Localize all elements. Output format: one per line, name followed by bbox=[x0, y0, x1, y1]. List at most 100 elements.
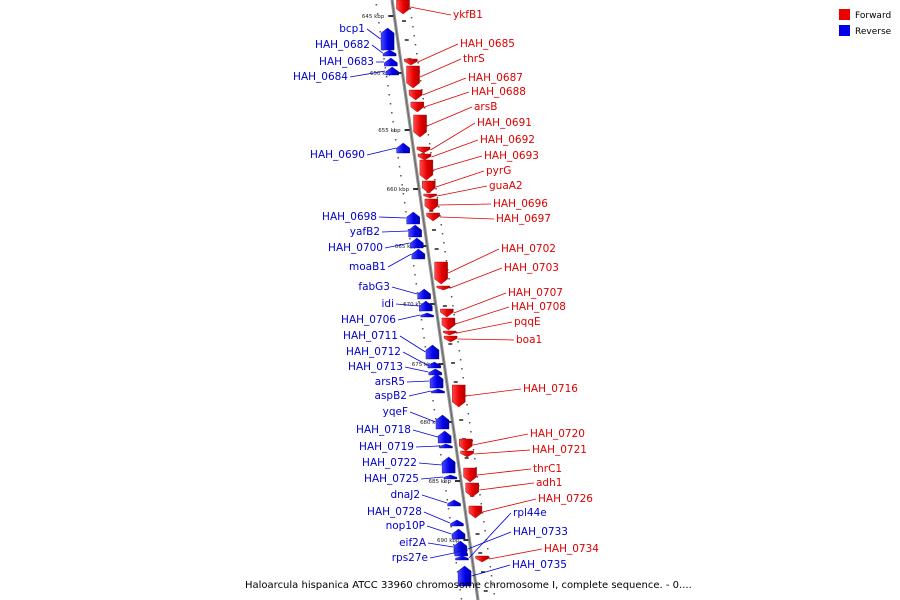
reverse-gene-label: dnaJ2 bbox=[390, 489, 420, 501]
forward-leader bbox=[450, 267, 503, 289]
reverse-leader bbox=[384, 242, 410, 249]
forward-gene-label: HAH_0708 bbox=[511, 301, 566, 313]
position-dot bbox=[388, 94, 390, 96]
position-dot bbox=[422, 328, 424, 330]
reverse-leader bbox=[426, 525, 452, 535]
position-dot bbox=[462, 377, 464, 379]
position-dot bbox=[453, 314, 455, 316]
forward-gene-label: HAH_0696 bbox=[493, 198, 548, 210]
forward-leader bbox=[422, 77, 467, 96]
position-dot bbox=[450, 296, 453, 298]
position-dot bbox=[412, 26, 414, 28]
reverse-leader bbox=[366, 28, 381, 40]
position-dot bbox=[459, 589, 461, 591]
forward-gene-feature bbox=[416, 146, 431, 154]
position-dot bbox=[392, 121, 394, 123]
tick-label: 680 kbp bbox=[420, 420, 443, 426]
reverse-leader bbox=[397, 314, 421, 321]
position-dot bbox=[441, 233, 444, 235]
forward-gene-label: arsB bbox=[474, 101, 497, 113]
forward-gene-feature bbox=[460, 450, 474, 458]
position-dot bbox=[440, 454, 442, 456]
tick-label: 675 kbp bbox=[412, 362, 435, 368]
reverse-gene-feature bbox=[447, 499, 461, 507]
position-dot bbox=[438, 445, 441, 447]
position-dot bbox=[433, 409, 436, 411]
legend-reverse-label: Reverse bbox=[855, 27, 892, 37]
reverse-leader bbox=[415, 445, 439, 448]
reverse-gene-feature bbox=[420, 312, 434, 318]
forward-gene-label: adh1 bbox=[536, 477, 562, 489]
position-dot bbox=[486, 548, 489, 550]
position-dot bbox=[432, 400, 434, 402]
position-dot bbox=[479, 494, 481, 496]
position-dot bbox=[389, 103, 392, 105]
reverse-gene-label: eif2A bbox=[399, 537, 427, 549]
forward-gene-label: HAH_0692 bbox=[480, 134, 535, 146]
gene-labels: ykfB1 HAH_0685 thrS HAH_0687 HAH_0688 arsB HAH… bbox=[293, 9, 599, 571]
reverse-gene-feature bbox=[382, 49, 397, 57]
reverse-leader bbox=[408, 390, 432, 397]
tick-label: 690 kbp bbox=[437, 538, 460, 544]
reverse-leader bbox=[467, 531, 512, 550]
position-dot bbox=[391, 112, 393, 114]
reverse-leader bbox=[471, 564, 511, 577]
forward-gene-feature bbox=[440, 308, 454, 318]
position-dot bbox=[394, 139, 397, 141]
reverse-gene-label: HAH_0719 bbox=[359, 441, 414, 453]
forward-leader bbox=[431, 139, 479, 158]
position-dot bbox=[475, 467, 477, 469]
reverse-gene-label: moaB1 bbox=[349, 261, 386, 273]
forward-leader bbox=[447, 248, 500, 274]
position-dot bbox=[435, 188, 437, 190]
position-dot bbox=[434, 179, 436, 181]
position-dot bbox=[379, 31, 381, 33]
forward-gene-label: thrC1 bbox=[533, 463, 562, 475]
forward-leader bbox=[465, 388, 522, 397]
forward-gene-feature bbox=[426, 212, 440, 222]
tick-label: 655 kbp bbox=[378, 128, 401, 134]
position-dot bbox=[449, 517, 451, 519]
reverse-leader bbox=[412, 429, 438, 438]
reverse-gene-label: HAH_0690 bbox=[310, 149, 365, 161]
position-dot bbox=[446, 499, 449, 501]
position-dot bbox=[444, 251, 446, 253]
position-dot bbox=[437, 206, 440, 208]
legend-reverse-swatch bbox=[839, 25, 850, 36]
reverse-gene-feature bbox=[417, 288, 431, 300]
reverse-gene-label: rpl44e bbox=[513, 507, 547, 519]
forward-leader bbox=[437, 185, 488, 197]
reverse-leader bbox=[349, 70, 386, 78]
forward-gene-feature bbox=[468, 505, 483, 519]
reverse-gene-feature bbox=[408, 224, 422, 238]
reverse-leader bbox=[409, 411, 436, 423]
reverse-gene-feature bbox=[455, 555, 469, 561]
position-dot bbox=[423, 337, 425, 339]
reverse-gene-feature bbox=[437, 430, 452, 444]
position-dot bbox=[403, 202, 406, 204]
reverse-gene-label: HAH_0711 bbox=[343, 330, 398, 342]
reverse-gene-feature bbox=[385, 66, 399, 76]
reverse-leader bbox=[404, 366, 429, 373]
forward-gene-feature bbox=[463, 467, 477, 483]
reverse-leader bbox=[402, 351, 428, 366]
legend-forward-swatch bbox=[839, 9, 850, 20]
position-dot bbox=[420, 319, 423, 321]
position-dot bbox=[427, 364, 429, 366]
forward-gene-label: HAH_0693 bbox=[484, 150, 539, 162]
position-dot bbox=[483, 521, 485, 523]
position-dot bbox=[385, 76, 388, 78]
position-dot bbox=[410, 17, 413, 19]
reverse-gene-label: HAH_0712 bbox=[346, 346, 401, 358]
forward-leader bbox=[419, 58, 462, 78]
position-dot bbox=[458, 350, 461, 352]
position-dot bbox=[443, 481, 446, 483]
reverse-leader bbox=[378, 216, 407, 219]
forward-leader bbox=[456, 321, 513, 334]
position-dot bbox=[450, 526, 452, 528]
reverse-gene-label: aspB2 bbox=[375, 390, 407, 402]
position-dot bbox=[448, 278, 450, 280]
position-dot bbox=[439, 215, 441, 217]
reverse-gene-label: idi bbox=[382, 298, 395, 310]
